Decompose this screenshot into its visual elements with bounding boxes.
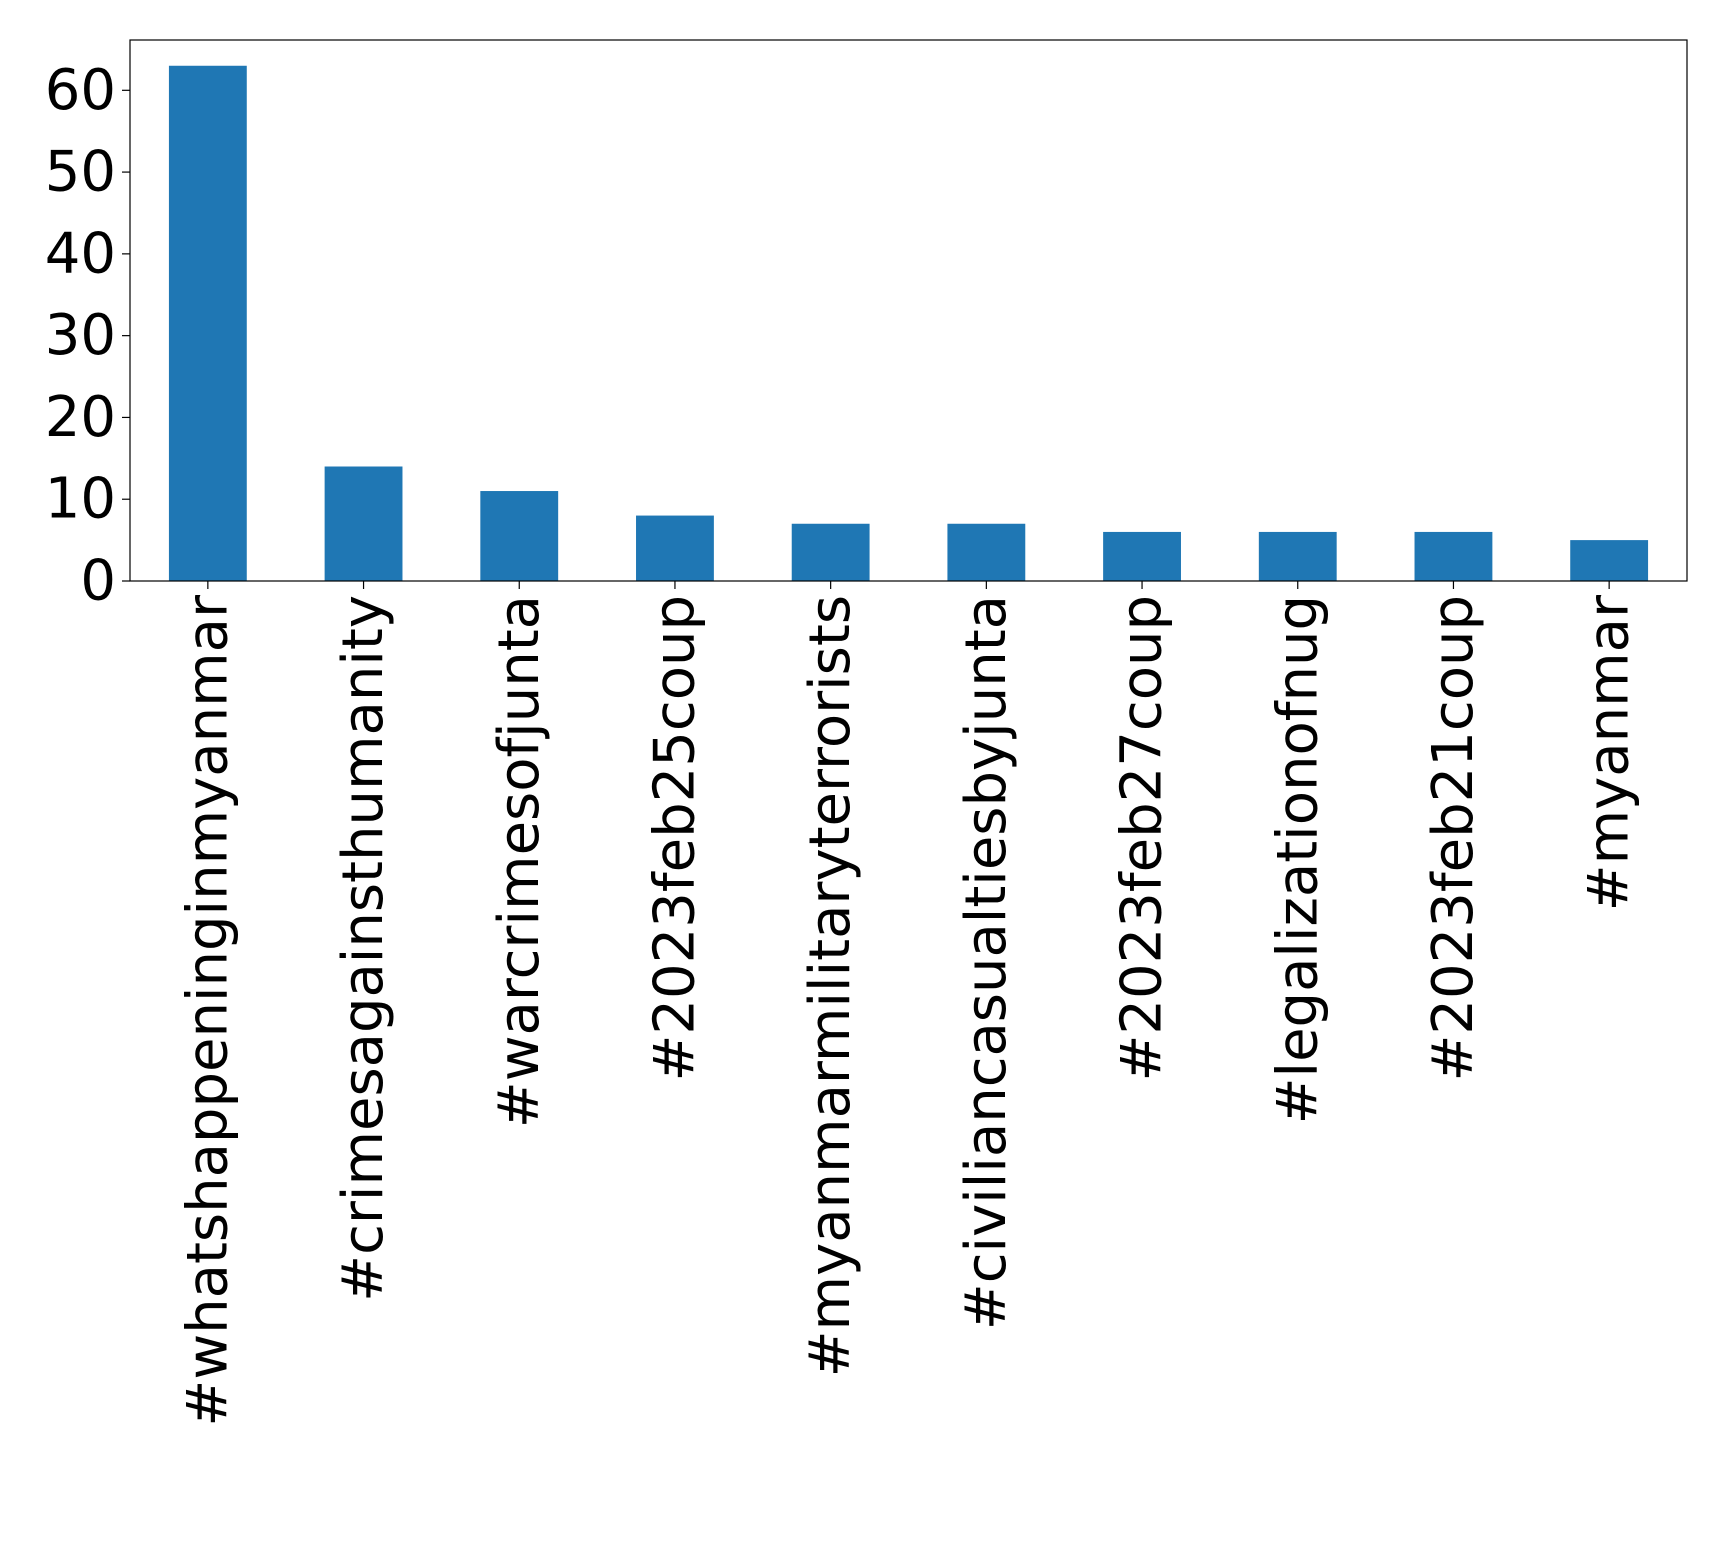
x-axis: #whatshappeninginmyanmar #crimesagainsthu… [175, 581, 1642, 1427]
x-tick-label: #whatshappeninginmyanmar [175, 594, 240, 1427]
bar [1258, 531, 1337, 581]
x-tick-label: #2023feb25coup [642, 595, 707, 1082]
bar [1103, 531, 1181, 581]
x-tick-label: #civiliancasualtiesbyjunta [954, 595, 1019, 1330]
bar [324, 466, 403, 581]
y-tick-label: 30 [45, 303, 116, 368]
y-axis: 0 10 20 30 40 50 60 [45, 58, 130, 614]
bar [1414, 531, 1493, 581]
bar [1570, 540, 1649, 581]
plot-frame [129, 39, 1688, 582]
bar [636, 515, 714, 581]
x-tick-label: #warcrimesofjunta [487, 595, 552, 1128]
bar [791, 523, 870, 581]
y-tick-label: 0 [80, 549, 116, 614]
x-tick-label: #myanmarmilitaryterrorists [798, 595, 863, 1377]
bar [168, 65, 247, 581]
bar [480, 491, 559, 581]
x-tick-label: #2023feb21coup [1421, 595, 1486, 1082]
x-tick-label: #myanmar [1577, 594, 1642, 911]
x-tick-label: #2023feb27coup [1110, 595, 1175, 1082]
bar [947, 523, 1026, 581]
y-tick-label: 50 [45, 140, 116, 205]
y-tick-label: 60 [45, 58, 116, 123]
x-tick-label: #legalizationofnug [1265, 595, 1330, 1124]
x-tick-label: #crimesagainsthumanity [331, 595, 396, 1302]
y-tick-label: 40 [45, 221, 116, 286]
y-tick-label: 10 [45, 467, 116, 532]
bars-group [168, 65, 1649, 581]
y-tick-label: 20 [45, 385, 116, 450]
